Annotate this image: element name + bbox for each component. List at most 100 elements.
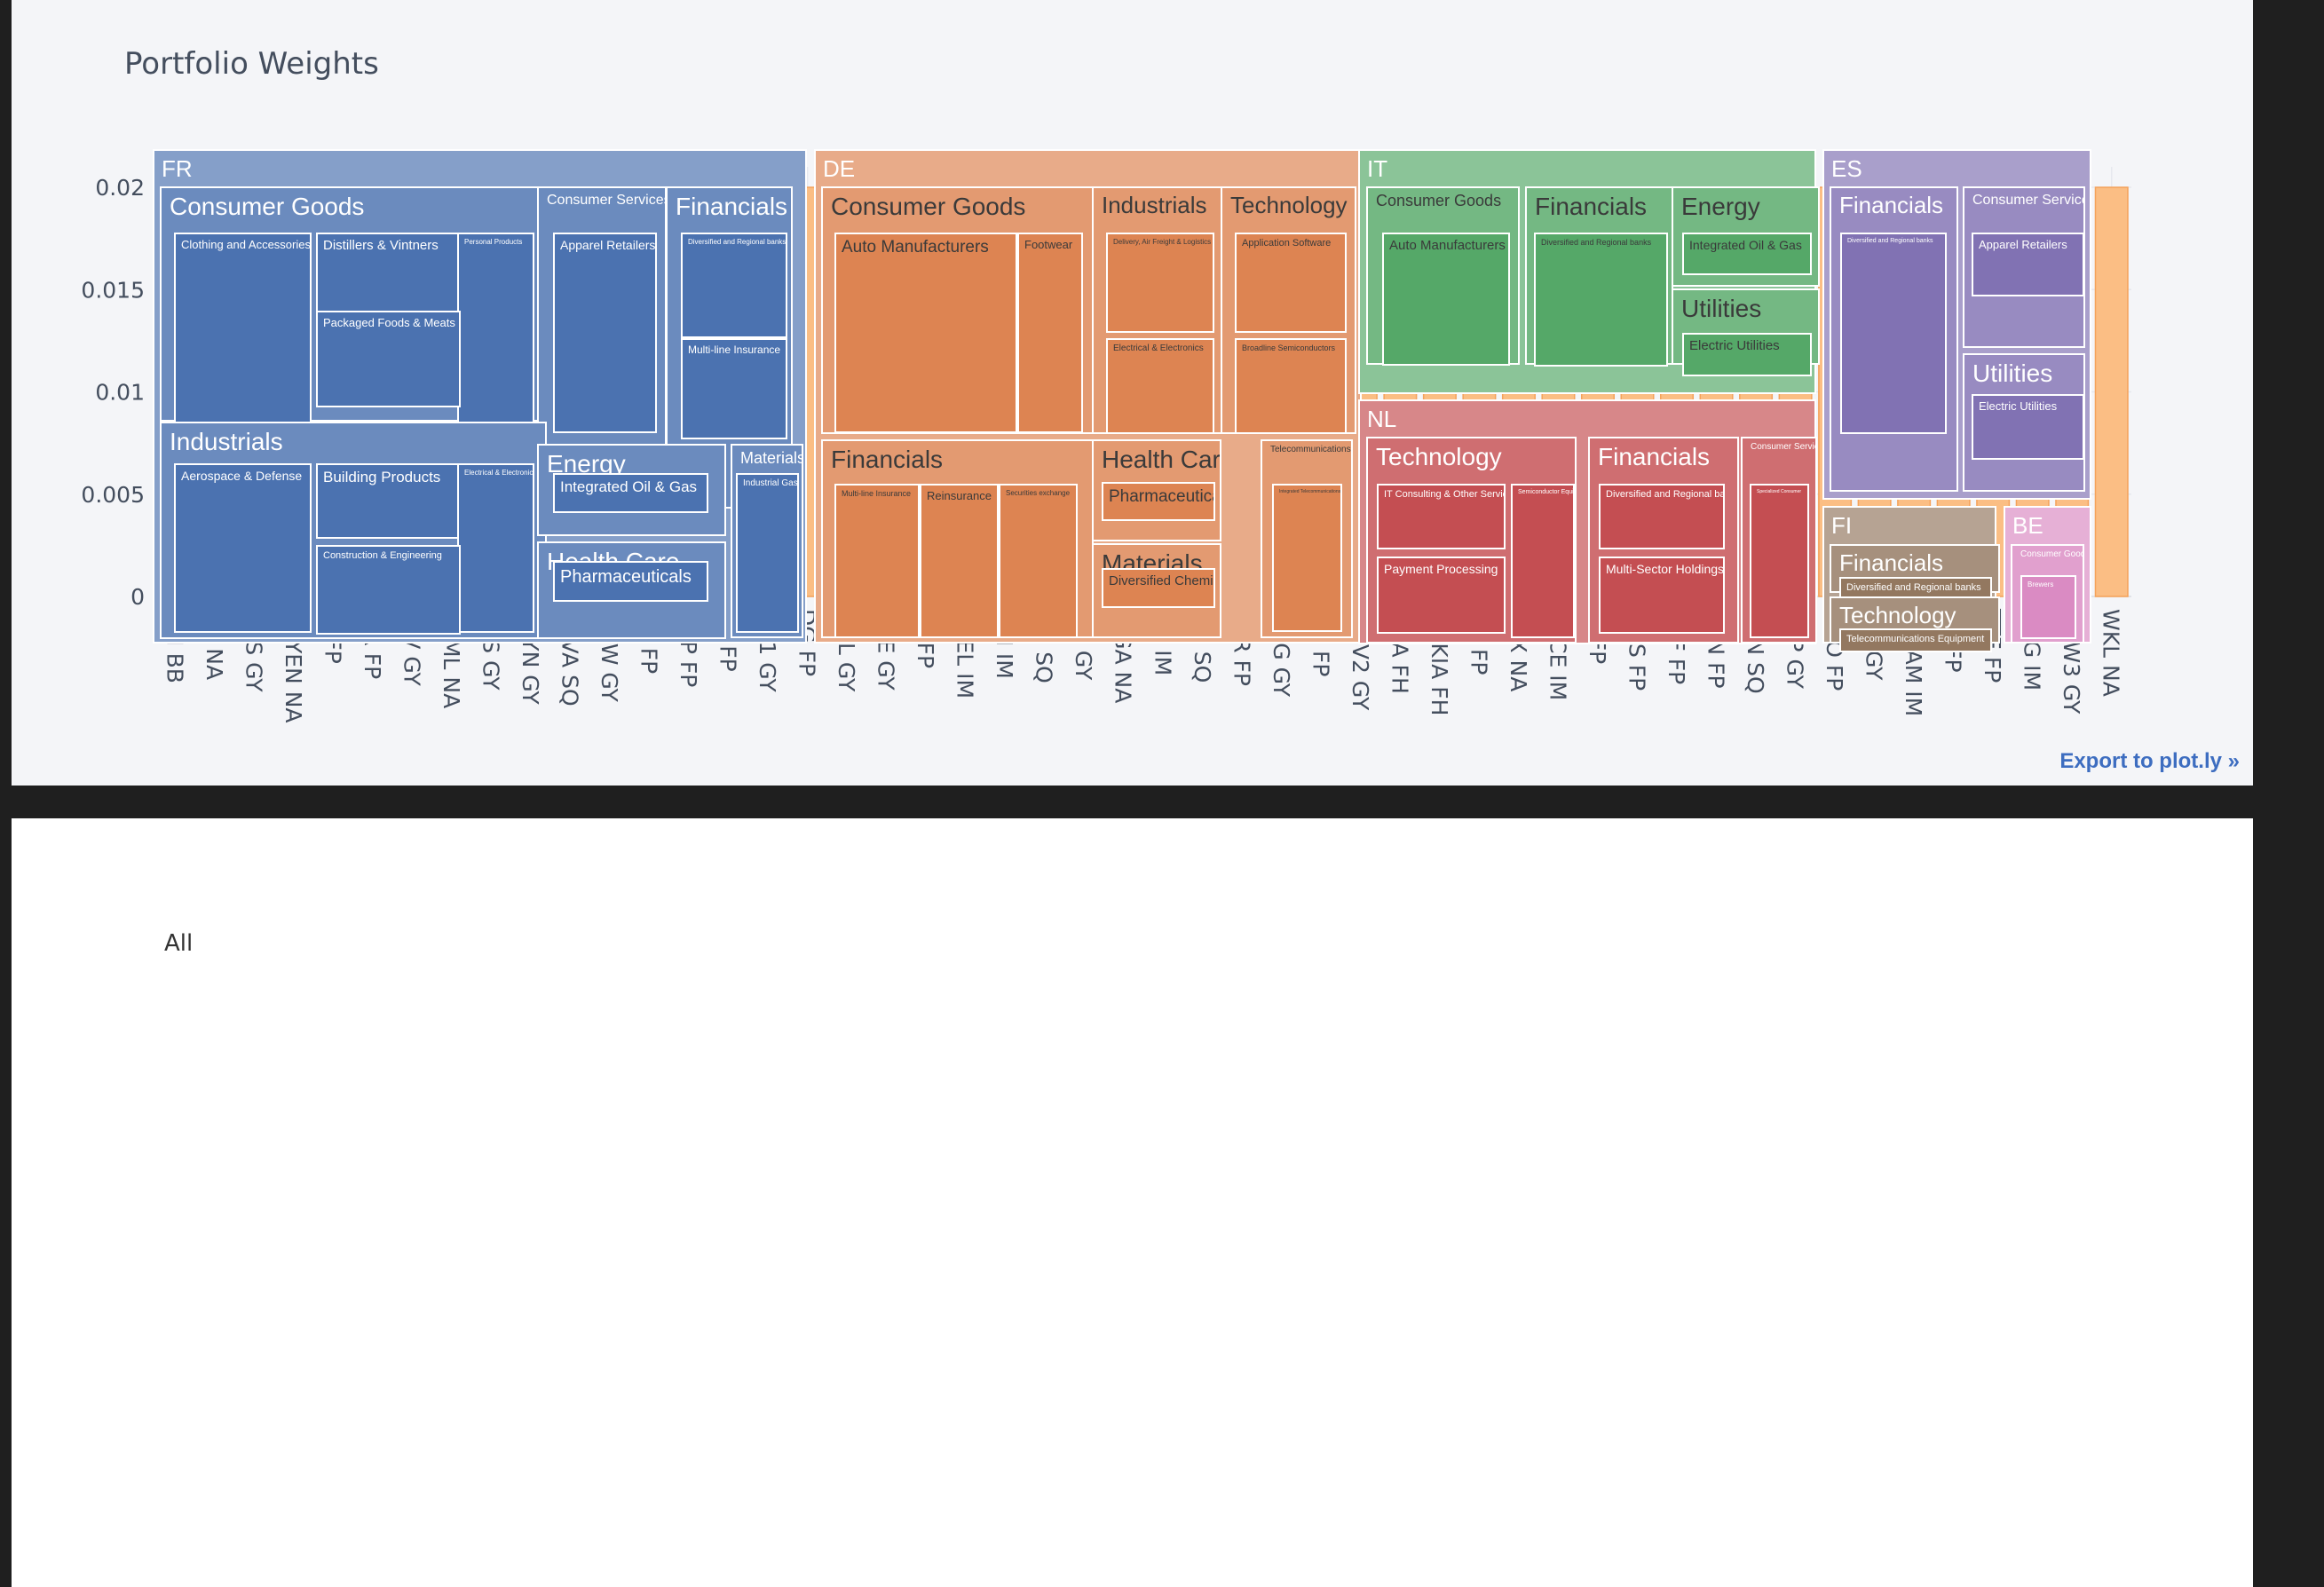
- industry-label: Electric Utilities: [1979, 399, 2058, 413]
- sector-label: Utilities: [1972, 359, 2053, 387]
- industry-label: Apparel Retailers: [560, 238, 656, 252]
- industry-label: Multi-line Insurance: [688, 343, 781, 356]
- industry-label: Diversified and Regional banks: [688, 238, 787, 246]
- industry-label: Building Products: [323, 469, 441, 486]
- industry-label: Diversified and Regional banks: [1541, 238, 1652, 247]
- sector-label: Industrials: [1102, 192, 1207, 218]
- industry-label: Auto Manufacturers: [842, 238, 989, 257]
- country-label: NL: [1367, 406, 1397, 432]
- sector-label: Utilities: [1681, 295, 1762, 322]
- country-label: FR: [162, 155, 193, 182]
- treemap-industry-de-electrical-electronics[interactable]: Electrical & Electronics: [1106, 338, 1214, 434]
- treemap-industry-fi-telecommunications-equipment[interactable]: Telecommunications Equipment: [1839, 628, 1992, 652]
- treemap-industry-be-brewers[interactable]: Brewers: [2020, 575, 2076, 639]
- industry-label: Electrical & Electronics: [464, 469, 534, 477]
- treemap-industry-es-apparel-retailers[interactable]: Apparel Retailers: [1972, 233, 2084, 296]
- industry-label: Distillers & Vintners: [323, 238, 439, 253]
- treemap-industry-fr-integrated-oil-gas[interactable]: Integrated Oil & Gas: [553, 473, 708, 513]
- industry-label: Diversified Chemicals: [1109, 573, 1213, 588]
- industry-label: Clothing and Accessories: [181, 238, 311, 251]
- sector-label: Consumer Services: [1972, 193, 2085, 208]
- sector-label: Energy: [1681, 193, 1760, 220]
- treemap-industry-nl-specialized-consumer[interactable]: Specialized Consumer: [1750, 484, 1809, 638]
- treemap-industry-it-auto-manufacturers[interactable]: Auto Manufacturers: [1382, 233, 1510, 366]
- treemap-industry-it-integrated-oil-gas[interactable]: Integrated Oil & Gas: [1682, 233, 1812, 275]
- industry-label: Packaged Foods & Meats: [323, 316, 455, 329]
- sector-label: Consumer Services: [1751, 442, 1815, 452]
- country-label: FI: [1831, 512, 1853, 539]
- treemap-industry-fr-electrical-electronics[interactable]: Electrical & Electronics: [457, 463, 534, 633]
- treemap-industry-fr-clothing-and-accessories[interactable]: Clothing and Accessories: [174, 233, 312, 433]
- treemap-industry-fr-construction-engineering[interactable]: Construction & Engineering: [316, 545, 461, 635]
- treemap-industry-de-broadline-semiconductors[interactable]: Broadline Semiconductors: [1235, 338, 1347, 434]
- industry-label: Application Software: [1242, 238, 1332, 249]
- y-tick-label: 0.02: [95, 175, 145, 201]
- treemap-industry-de-pharmaceuticals[interactable]: Pharmaceuticals: [1102, 482, 1215, 521]
- industry-label: Construction & Engineering: [323, 550, 442, 561]
- treemap-industry-de-integrated-telecommunications[interactable]: Integrated Telecommunications: [1272, 484, 1342, 632]
- y-tick-label: 0.015: [81, 277, 145, 303]
- treemap-industry-it-electric-utilities[interactable]: Electric Utilities: [1682, 333, 1812, 376]
- industry-label: Multi-line Insurance: [842, 489, 912, 498]
- treemap-industry-nl-payment-processing[interactable]: Payment Processing: [1377, 557, 1506, 634]
- sector-label: Telecommunications: [1270, 445, 1351, 454]
- industry-label: Integrated Telecommunications: [1279, 489, 1341, 494]
- treemap-industry-es-diversified-and-regional-banks[interactable]: Diversified and Regional banks: [1840, 233, 1947, 434]
- treemap-industry-de-reinsurance[interactable]: Reinsurance: [920, 484, 999, 638]
- y-tick-label: 0: [130, 584, 145, 610]
- treemap-industry-de-footwear[interactable]: Footwear: [1017, 233, 1083, 433]
- industry-label: Diversified and Regional banks: [1846, 582, 1981, 593]
- industry-label: Diversified and Regional banks: [1606, 489, 1725, 500]
- treemap-industry-de-delivery-air-freight-logistics[interactable]: Delivery, Air Freight & Logistics: [1106, 233, 1214, 333]
- sector-label: Consumer Services: [547, 193, 667, 208]
- industry-label: Aerospace & Defense: [181, 469, 303, 483]
- y-tick-label: 0.005: [81, 482, 145, 508]
- sector-label: Financials: [676, 193, 788, 220]
- treemap-industry-fr-industrial-gases[interactable]: Industrial Gases: [736, 473, 799, 633]
- treemap-industry-fr-apparel-retailers[interactable]: Apparel Retailers: [553, 233, 657, 433]
- sector-label: Financials: [1839, 549, 1944, 576]
- sector-label: Technology: [1230, 192, 1348, 218]
- treemap-industry-nl-multi-sector-holdings[interactable]: Multi-Sector Holdings: [1599, 557, 1725, 634]
- treemap-industry-de-securities-exchange[interactable]: Securities exchange: [999, 484, 1078, 638]
- bar-wkl-na[interactable]: [2094, 186, 2129, 597]
- treemap-industry-de-application-software[interactable]: Application Software: [1235, 233, 1347, 333]
- sector-label: Consumer Goods: [831, 193, 1026, 220]
- treemap-industry-de-diversified-chemicals[interactable]: Diversified Chemicals: [1102, 568, 1215, 608]
- industry-label: Specialized Consumer: [1757, 489, 1802, 494]
- sector-label: Consumer Goods: [2020, 549, 2084, 559]
- treemap-industry-fr-building-products[interactable]: Building Products: [316, 463, 461, 539]
- treemap-industry-nl-semiconductor-equipment[interactable]: Semiconductor Equipment: [1511, 484, 1575, 638]
- treemap-industry-fi-diversified-and-regional-banks[interactable]: Diversified and Regional banks: [1839, 577, 1992, 600]
- treemap-industry-fr-personal-products[interactable]: Personal Products: [457, 233, 534, 433]
- sector-label: Health Care: [1102, 446, 1221, 473]
- treemap-industry-de-auto-manufacturers[interactable]: Auto Manufacturers: [834, 233, 1017, 433]
- industry-label: Personal Products: [464, 238, 523, 246]
- sector-label: Technology: [1839, 602, 1956, 628]
- treemap-industry-it-diversified-and-regional-banks[interactable]: Diversified and Regional banks: [1534, 233, 1668, 367]
- treemap-industry-de-multi-line-insurance[interactable]: Multi-line Insurance: [834, 484, 920, 638]
- treemap-panel: All FR Consumer Goods Clothing and Accesso…: [12, 149, 2253, 1587]
- treemap-industry-nl-diversified-and-regional-banks[interactable]: Diversified and Regional banks: [1599, 484, 1725, 549]
- treemap-industry-fr-diversified-and-regional-banks[interactable]: Diversified and Regional banks: [681, 233, 787, 338]
- sector-label: Materials: [740, 449, 803, 467]
- treemap-industry-fr-multi-line-insurance[interactable]: Multi-line Insurance: [681, 338, 787, 439]
- treemap-industry-es-electric-utilities[interactable]: Electric Utilities: [1972, 394, 2084, 460]
- sector-label: Consumer Goods: [170, 193, 365, 220]
- treemap-industry-fr-aerospace-defense[interactable]: Aerospace & Defense: [174, 463, 312, 633]
- industry-label: Pharmaceuticals: [560, 567, 692, 587]
- y-tick-label: 0.01: [95, 380, 145, 406]
- industry-label: Securities exchange: [1006, 489, 1071, 497]
- sector-label: Financials: [1598, 443, 1711, 470]
- industry-label: Footwear: [1024, 238, 1073, 251]
- treemap-industry-fr-distillers-vintners[interactable]: Distillers & Vintners: [316, 233, 461, 319]
- industry-label: Apparel Retailers: [1979, 238, 2067, 251]
- export-to-plotly-link[interactable]: Export to plot.ly »: [2059, 749, 2240, 773]
- industry-label: Multi-Sector Holdings: [1606, 562, 1725, 576]
- treemap-root-label[interactable]: All: [164, 930, 194, 957]
- treemap-industry-fr-packaged-foods-meats[interactable]: Packaged Foods & Meats: [316, 311, 461, 407]
- treemap-industry-fr-pharmaceuticals[interactable]: Pharmaceuticals: [553, 561, 708, 602]
- industry-label: Delivery, Air Freight & Logistics: [1113, 238, 1212, 246]
- sector-label: Financials: [1839, 192, 1944, 218]
- treemap-industry-nl-it-consulting-other-services[interactable]: IT Consulting & Other Services: [1377, 484, 1506, 549]
